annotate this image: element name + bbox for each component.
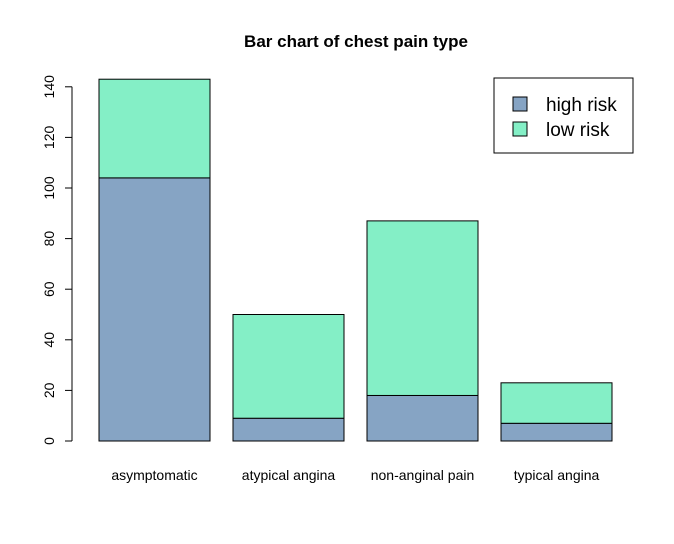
y-tick-label: 60 — [41, 281, 57, 297]
legend-label: low risk — [546, 120, 610, 141]
bars — [98, 78, 613, 442]
legend-swatch — [512, 121, 528, 137]
x-axis-labels: asymptomatic atypical angina non-anginal p… — [111, 467, 599, 483]
x-category-label: atypical angina — [242, 467, 336, 483]
chart-title: Bar chart of chest pain type — [244, 32, 468, 51]
bar-high-risk-asymptomatic — [98, 177, 211, 442]
bar-low-risk-non-anginal-pain — [366, 220, 479, 396]
y-tick-label: 100 — [41, 176, 57, 200]
y-tick-label: 120 — [41, 126, 57, 150]
bar-high-risk-non-anginal-pain — [366, 394, 479, 442]
bar-low-risk-asymptomatic — [98, 78, 211, 179]
x-category-label: non-anginal pain — [371, 467, 475, 483]
y-axis: 0 20 40 60 80 100 120 140 — [41, 75, 73, 445]
y-tick-label: 20 — [41, 382, 57, 398]
legend-swatch — [512, 96, 528, 112]
y-tick-label: 0 — [41, 437, 57, 445]
bar-low-risk-typical-angina — [500, 382, 613, 424]
bar-high-risk-atypical-angina — [232, 417, 345, 442]
legend-label: high risk — [546, 95, 617, 116]
bar-high-risk-typical-angina — [500, 422, 613, 442]
bar-low-risk-atypical-angina — [232, 314, 345, 419]
y-tick-label: 140 — [41, 75, 57, 99]
legend-box — [493, 77, 634, 154]
x-category-label: typical angina — [514, 467, 600, 483]
legend: high risk low risk — [493, 77, 634, 154]
y-tick-label: 80 — [41, 231, 57, 247]
x-category-label: asymptomatic — [111, 467, 197, 483]
y-tick-label: 40 — [41, 332, 57, 348]
